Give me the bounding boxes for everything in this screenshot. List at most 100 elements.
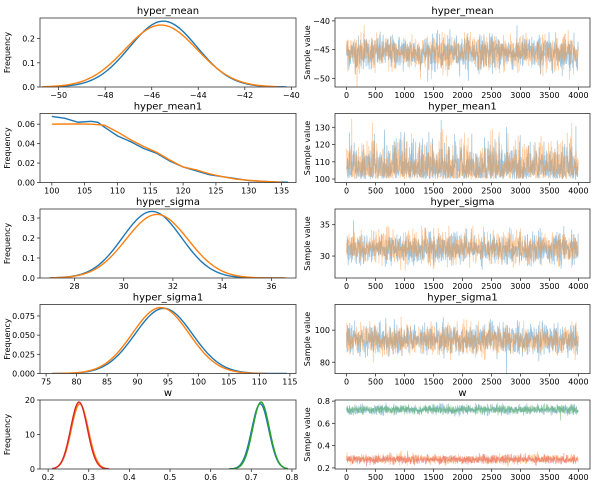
trace-line-chain-1	[346, 118, 579, 181]
plot-area	[346, 316, 579, 374]
plot-area	[52, 306, 287, 374]
x-tick-label: 100	[191, 378, 206, 387]
subplot-title: hyper_mean1	[134, 102, 203, 113]
subplot-title: hyper_sigma1	[133, 293, 203, 304]
x-tick-label: 3000	[510, 473, 530, 482]
x-tick-label: 75	[41, 378, 51, 387]
x-tick-label: 500	[368, 187, 383, 196]
x-tick-label: 2000	[452, 378, 472, 387]
y-tick-label: −45	[313, 46, 330, 55]
plot-area	[346, 402, 579, 468]
x-tick-label: 4000	[568, 91, 588, 100]
subplot-title: hyper_mean	[431, 6, 493, 17]
x-tick-label: 3000	[510, 187, 530, 196]
subplot-trace-w: w Sample value 0 500 1000 1500 2000 2500 3000 350…	[303, 388, 591, 482]
y-tick-label: 0.1	[22, 254, 35, 263]
x-tick-label: 1500	[423, 187, 443, 196]
trace-line-w-0-chain-0	[346, 450, 579, 468]
x-tick-label: 0.7	[245, 473, 258, 482]
x-tick-label: 130	[241, 187, 256, 196]
y-axis-label: Sample value	[303, 407, 312, 461]
x-tick-label: 2000	[452, 473, 472, 482]
kde-line-chain-1	[51, 123, 282, 183]
x-tick-label: 115	[282, 378, 297, 387]
x-tick-label: 4000	[568, 282, 588, 291]
kde-line-w-0-chain-1	[52, 401, 110, 469]
x-tick-label: 500	[368, 473, 383, 482]
trace-line-chain-1	[346, 316, 579, 363]
subplot-title: hyper_sigma	[430, 197, 494, 208]
x-tick-label: 85	[102, 378, 112, 387]
y-tick-label: 0.02	[17, 159, 35, 168]
x-tick-label: 3000	[510, 91, 530, 100]
x-tick-label: 90	[132, 378, 142, 387]
kde-line-chain-0	[51, 115, 289, 183]
y-tick-label: 110	[315, 158, 330, 167]
y-tick-label: 120	[315, 141, 330, 150]
x-tick-label: 1000	[394, 378, 414, 387]
y-tick-label: 20	[25, 396, 35, 405]
x-tick-label: 2500	[481, 91, 501, 100]
kde-line-chain-1	[42, 24, 278, 87]
x-tick-label: −50	[50, 91, 67, 100]
x-tick-label: 100	[44, 187, 59, 196]
x-tick-label: 0.6	[204, 473, 217, 482]
x-tick-label: −42	[236, 91, 253, 100]
y-tick-label: 0.8	[317, 397, 330, 406]
x-tick-label: 32	[168, 282, 178, 291]
x-tick-label: 2500	[481, 378, 501, 387]
trace-line-chain-0	[346, 220, 579, 270]
x-tick-label: 500	[368, 91, 383, 100]
kde-line-chain-0	[42, 20, 287, 87]
x-tick-label: 80	[71, 378, 81, 387]
subplot-title: hyper_sigma	[136, 197, 200, 208]
y-tick-label: 30	[320, 252, 330, 261]
axes-frame	[39, 399, 297, 470]
axes-frame	[39, 208, 297, 279]
x-tick-label: 500	[368, 378, 383, 387]
subplot-title: w	[164, 388, 172, 399]
x-tick-label: 0.5	[164, 473, 177, 482]
x-tick-label: 0	[344, 187, 349, 196]
x-tick-label: 3500	[539, 91, 559, 100]
x-tick-label: 0	[344, 473, 349, 482]
x-tick-label: 3500	[539, 378, 559, 387]
x-tick-label: −46	[143, 91, 160, 100]
y-tick-label: 0.3	[22, 214, 35, 223]
subplot-title: w	[458, 388, 466, 399]
x-tick-label: 1500	[423, 91, 443, 100]
y-tick-label: 0.2	[317, 464, 330, 473]
subplot-kde-hyper-mean: hyper_mean Frequency −50 −48 −46 −44 −42 −40 0.0…	[3, 6, 300, 100]
y-tick-label: 130	[315, 123, 330, 132]
x-tick-label: 30	[119, 282, 129, 291]
x-tick-label: 1000	[394, 91, 414, 100]
x-tick-label: 3000	[510, 282, 530, 291]
y-tick-label: 0.0	[22, 274, 35, 283]
x-tick-label: −40	[283, 91, 300, 100]
axes-frame	[39, 113, 297, 183]
subplot-kde-w: w Frequency 0.2 0.3 0.4 0.5 0.6 0.7 0.8 0 10 20	[3, 388, 298, 482]
kde-line-w-0-chain-0	[52, 403, 110, 469]
x-tick-label: 95	[163, 378, 173, 387]
x-tick-label: 110	[110, 187, 125, 196]
y-tick-label: 0.00	[17, 179, 35, 188]
y-tick-label: 100	[315, 175, 330, 184]
axes-frame	[39, 304, 297, 374]
kde-line-chain-1	[49, 213, 287, 278]
x-tick-label: 34	[217, 282, 227, 291]
x-tick-label: 2000	[452, 91, 472, 100]
subplot-trace-hyper-sigma: hyper_sigma Sample value 0 500 1000 1500 2000 2…	[303, 197, 591, 291]
y-axis-label: Sample value	[303, 216, 312, 270]
y-axis-label: Frequency	[3, 414, 12, 456]
x-tick-label: 1500	[423, 378, 443, 387]
x-tick-label: 0	[344, 91, 349, 100]
x-tick-label: 1500	[423, 282, 443, 291]
y-tick-label: −40	[313, 17, 330, 26]
trace-line-w-1-chain-1	[346, 402, 579, 421]
x-tick-label: 4000	[568, 378, 588, 387]
x-tick-label: 0.4	[123, 473, 136, 482]
x-tick-label: 105	[221, 378, 236, 387]
x-tick-label: 36	[266, 282, 276, 291]
x-tick-label: 135	[274, 187, 289, 196]
y-tick-label: 0.04	[17, 140, 35, 149]
